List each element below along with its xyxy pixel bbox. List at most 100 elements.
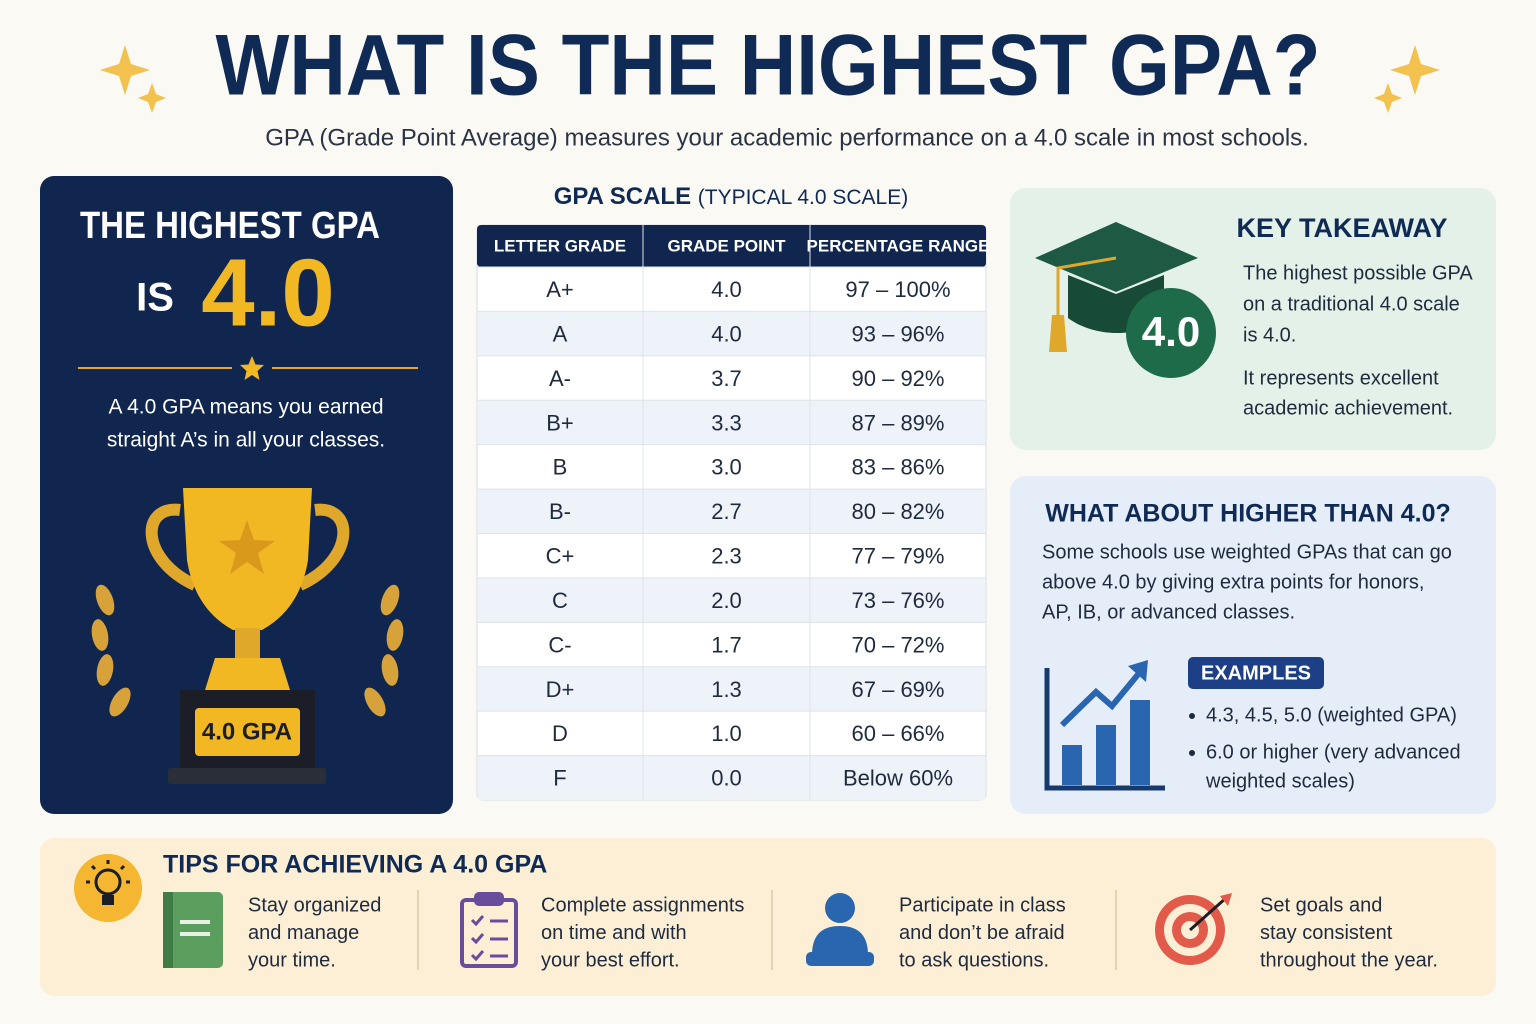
text-line: Some schools use weighted GPAs that can … [1042, 541, 1452, 563]
table-cell: 4.0 [711, 277, 742, 302]
is-label: IS [136, 276, 174, 320]
column-header: PERCENTAGE RANGE [807, 236, 990, 255]
sparkles [100, 45, 1440, 113]
table-cell: 3.3 [711, 410, 742, 435]
table-cell: A+ [546, 277, 574, 302]
table-cell: B [553, 455, 568, 480]
plaque-label: 4.0 GPA [202, 718, 292, 745]
row-stripe [478, 489, 985, 534]
takeaway-text: The highest possible GPA on a traditional… [1243, 262, 1473, 419]
text-line: weighted scales) [1205, 770, 1355, 792]
text-line: and manage [248, 922, 359, 944]
text-line: A 4.0 GPA means you earned [108, 396, 383, 419]
table-cell: A- [549, 366, 571, 391]
table-cell: B+ [546, 410, 574, 435]
table-header [477, 225, 986, 267]
table-cell: 90 – 92% [852, 366, 945, 391]
book-icon [163, 892, 223, 968]
clipboard-icon [460, 892, 518, 968]
text-line: on a traditional 4.0 scale [1243, 293, 1460, 315]
row-stripe [478, 311, 985, 356]
row-stripe [478, 577, 985, 623]
table-cell: 83 – 86% [852, 455, 945, 480]
panel-title: THE HIGHEST GPA [80, 205, 380, 247]
bulb-icon [74, 854, 142, 922]
growth-chart-icon [1044, 660, 1165, 791]
cap-icon [1035, 222, 1216, 378]
gpa-table: LETTER GRADE GRADE POINT PERCENTAGE RANGE A… [476, 224, 990, 801]
table-cell: 4.0 [711, 321, 742, 346]
highest-value: 4.0 [201, 239, 334, 346]
examples-label: EXAMPLES [1201, 662, 1311, 684]
bullet [1189, 713, 1195, 719]
text-line: your best effort. [541, 949, 680, 971]
table-cell: C- [548, 632, 571, 657]
text-line: your time. [248, 949, 336, 971]
table-cell: 70 – 72% [852, 632, 945, 657]
table-cell: F [553, 766, 566, 791]
table-cell: 2.0 [711, 588, 742, 613]
table-title-main: GPA SCALE [554, 183, 691, 210]
text-line: stay consistent [1260, 922, 1393, 944]
higher-title: WHAT ABOUT HIGHER THAN 4.0? [1045, 500, 1451, 528]
tips-list: Stay organized and manage your time. Comple… [248, 894, 1438, 971]
column-header: GRADE POINT [667, 236, 786, 255]
divider [78, 356, 418, 380]
text-line: 6.0 or higher (very advanced [1206, 741, 1461, 763]
row-stripe [478, 755, 985, 800]
table-cell: Below 60% [843, 766, 953, 791]
target-icon [1155, 893, 1232, 965]
separators [417, 890, 1117, 970]
text-line: Complete assignments [541, 894, 744, 916]
page-title: WHAT IS THE HIGHEST GPA? [216, 18, 1321, 114]
text-line: academic achievement. [1243, 397, 1453, 419]
tips-panel [40, 838, 1496, 996]
takeaway-title: KEY TAKEAWAY [1236, 213, 1447, 243]
table-cell: 60 – 66% [852, 721, 945, 746]
text-line: It represents excellent [1243, 367, 1439, 389]
bullet [1189, 750, 1195, 756]
table-cell: 1.7 [711, 632, 742, 657]
table-cell: 73 – 76% [852, 588, 945, 613]
table-cell: 3.7 [711, 366, 742, 391]
table-cell: 0.0 [711, 766, 742, 791]
table-cell: 87 – 89% [852, 410, 945, 435]
table-cell: 80 – 82% [852, 499, 945, 524]
person-icon [806, 893, 874, 966]
examples-badge [1188, 657, 1324, 689]
text-line: above 4.0 by giving extra points for hon… [1042, 571, 1424, 593]
text-line: Participate in class [899, 894, 1066, 916]
table-cell: A [553, 321, 568, 346]
text-line: AP, IB, or advanced classes. [1042, 601, 1295, 623]
text-line: to ask questions. [899, 949, 1049, 971]
table-cell: 2.7 [711, 499, 742, 524]
higher-text: Some schools use weighted GPAs that can … [1042, 541, 1452, 623]
table-cell: 77 – 79% [852, 544, 945, 569]
text-line: Stay organized [248, 894, 381, 916]
text-line: throughout the year. [1260, 949, 1438, 971]
text-line: 4.3, 4.5, 5.0 (weighted GPA) [1206, 704, 1457, 726]
table-cell: C [552, 588, 568, 613]
table-title-note: (TYPICAL 4.0 SCALE) [698, 186, 908, 209]
text-line: straight A’s in all your classes. [107, 429, 385, 452]
column-header: LETTER GRADE [494, 236, 626, 255]
table-cell: 1.3 [711, 677, 742, 702]
table-cell: 93 – 96% [852, 321, 945, 346]
table-cell: C+ [546, 544, 575, 569]
table-cell: 3.0 [711, 455, 742, 480]
row-stripe [478, 400, 985, 445]
row-stripe [478, 666, 985, 712]
table-title: GPA SCALE (TYPICAL 4.0 SCALE) [554, 183, 908, 210]
table-cell: D+ [546, 677, 575, 702]
table-cell: D [552, 721, 568, 746]
table-cell: 1.0 [711, 721, 742, 746]
subtitle: GPA (Grade Point Average) measures your … [265, 124, 1309, 151]
table-cell: 97 – 100% [845, 277, 950, 302]
takeaway-badge: 4.0 [1142, 308, 1200, 355]
tips-title: TIPS FOR ACHIEVING A 4.0 GPA [163, 851, 547, 879]
table-cell: 2.3 [711, 544, 742, 569]
table-cell: 67 – 69% [852, 677, 945, 702]
trophy-icon [91, 488, 404, 784]
highest-text: A 4.0 GPA means you earned straight A’s i… [107, 396, 385, 452]
